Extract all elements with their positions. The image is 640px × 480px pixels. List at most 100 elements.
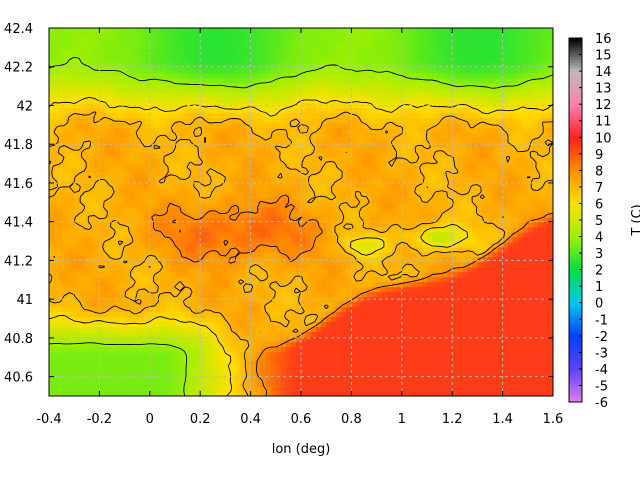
heatmap-cell	[406, 301, 413, 308]
heatmap-cell	[341, 376, 347, 382]
heatmap-cell	[260, 296, 267, 303]
heatmap-cell	[240, 291, 247, 298]
heatmap-cell	[391, 172, 398, 178]
heatmap-cell	[144, 281, 151, 288]
heatmap-cell	[527, 182, 534, 188]
heatmap-cell	[270, 336, 277, 342]
heatmap-cell	[482, 202, 489, 208]
heatmap-cell	[180, 291, 186, 298]
heatmap-cell	[235, 216, 242, 223]
heatmap-cell	[371, 321, 378, 327]
heatmap-cell	[502, 291, 509, 298]
heatmap-cell	[331, 376, 337, 382]
heatmap-cell	[437, 291, 443, 298]
heatmap-cell	[457, 256, 463, 263]
heatmap-cell	[195, 276, 201, 283]
heatmap-cell	[94, 177, 100, 183]
heatmap-cell	[59, 321, 65, 327]
heatmap-cell	[442, 172, 448, 178]
heatmap-cell	[280, 271, 287, 278]
heatmap-cell	[416, 216, 423, 223]
heatmap-cell	[341, 212, 347, 218]
heatmap-cell	[532, 212, 539, 218]
heatmap-cell	[321, 256, 327, 263]
heatmap-cell	[331, 152, 337, 158]
heatmap-cell	[119, 386, 126, 392]
heatmap-cell	[432, 381, 438, 387]
heatmap-cell	[159, 351, 166, 357]
heatmap-cell	[542, 187, 549, 193]
heatmap-cell	[205, 331, 211, 337]
heatmap-cell	[169, 221, 176, 228]
heatmap-cell	[175, 152, 181, 158]
heatmap-cell	[290, 202, 297, 208]
heatmap-cell	[452, 261, 458, 268]
heatmap-cell	[517, 296, 524, 303]
heatmap-cell	[84, 226, 90, 233]
heatmap-cell	[537, 212, 544, 218]
heatmap-cell	[144, 266, 151, 273]
heatmap-cell	[472, 162, 478, 168]
heatmap-cell	[265, 381, 272, 387]
heatmap-cell	[316, 162, 322, 168]
heatmap-cell	[104, 202, 111, 208]
heatmap-cell	[280, 226, 287, 233]
heatmap-cell	[255, 366, 262, 372]
heatmap-cell	[114, 281, 121, 288]
heatmap-cell	[275, 356, 282, 362]
heatmap-cell	[180, 301, 186, 308]
heatmap-cell	[301, 371, 307, 377]
heatmap-cell	[265, 366, 272, 372]
heatmap-cell	[371, 236, 378, 243]
heatmap-cell	[89, 286, 95, 293]
heatmap-cell	[295, 226, 302, 233]
heatmap-cell	[487, 311, 494, 318]
heatmap-cell	[154, 271, 161, 278]
heatmap-cell	[164, 261, 171, 268]
heatmap-cell	[502, 391, 509, 396]
heatmap-cell	[225, 301, 232, 308]
heatmap-cell	[154, 376, 161, 382]
heatmap-cell	[235, 291, 242, 298]
heatmap-cell	[144, 381, 151, 387]
heatmap-cell	[175, 202, 181, 208]
heatmap-cell	[532, 251, 539, 258]
heatmap-cell	[502, 216, 509, 223]
heatmap-cell	[144, 291, 151, 298]
heatmap-cell	[124, 351, 131, 357]
heatmap-cell	[129, 221, 136, 228]
heatmap-cell	[144, 147, 151, 153]
heatmap-cell	[452, 202, 458, 208]
heatmap-cell	[321, 346, 327, 352]
heatmap-cell	[321, 321, 327, 327]
heatmap-cell	[175, 147, 181, 153]
heatmap-cell	[64, 366, 70, 372]
heatmap-cell	[245, 276, 252, 283]
heatmap-cell	[487, 147, 494, 153]
heatmap-cell	[437, 321, 443, 327]
heatmap-cell	[442, 226, 448, 233]
heatmap-cell	[200, 336, 206, 342]
heatmap-cell	[54, 351, 60, 357]
heatmap-cell	[230, 391, 237, 396]
heatmap-cell	[517, 236, 524, 243]
heatmap-cell	[452, 266, 458, 273]
heatmap-cell	[366, 316, 373, 322]
heatmap-cell	[331, 331, 337, 337]
heatmap-cell	[240, 212, 247, 218]
heatmap-cell	[185, 346, 191, 352]
heatmap-cell	[421, 157, 428, 163]
heatmap-cell	[517, 366, 524, 372]
heatmap-cell	[144, 182, 151, 188]
heatmap-cell	[502, 167, 509, 173]
heatmap-cell	[285, 207, 292, 213]
heatmap-cell	[321, 336, 327, 342]
heatmap-cell	[49, 286, 55, 293]
heatmap-cell	[537, 291, 544, 298]
heatmap-cell	[134, 172, 141, 178]
heatmap-cell	[316, 336, 322, 342]
heatmap-cell	[361, 182, 368, 188]
heatmap-cell	[492, 331, 499, 337]
heatmap-cell	[432, 241, 438, 248]
heatmap-cell	[366, 366, 373, 372]
